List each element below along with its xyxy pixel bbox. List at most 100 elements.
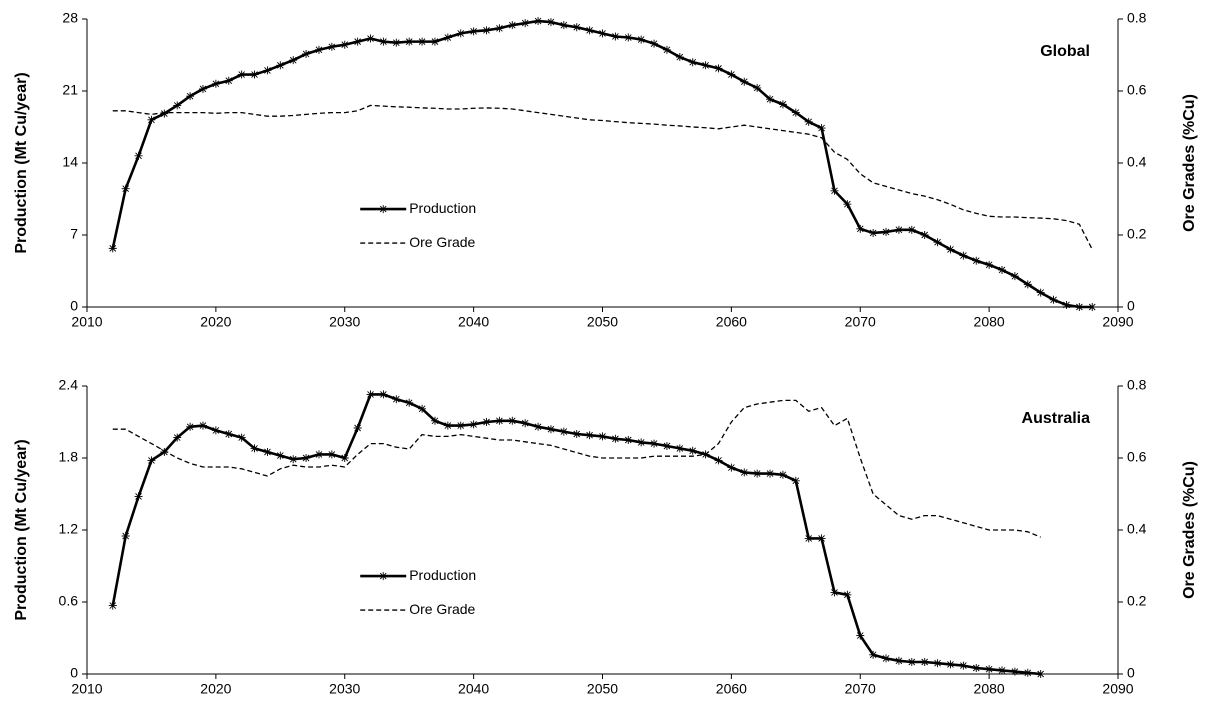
- point-marker: [495, 416, 504, 425]
- point-marker: [740, 468, 749, 477]
- point-marker: [250, 444, 259, 453]
- point-marker: [160, 109, 169, 118]
- x-tick-label: 2090: [1102, 681, 1133, 697]
- y2-tick-label: 0.2: [1127, 593, 1147, 609]
- y2-tick-label: 0: [1127, 298, 1135, 314]
- point-marker: [1036, 670, 1045, 678]
- point-marker: [211, 426, 220, 435]
- legend-label: Production: [409, 567, 476, 583]
- point-marker: [998, 265, 1007, 274]
- point-marker: [237, 70, 246, 79]
- point-marker: [134, 492, 143, 501]
- point-marker: [882, 654, 891, 663]
- point-marker: [572, 23, 581, 32]
- point-marker: [559, 427, 568, 436]
- point-marker: [611, 32, 620, 41]
- point-marker: [160, 448, 169, 456]
- point-marker: [198, 84, 207, 93]
- point-marker: [340, 454, 349, 462]
- y-tick-label: 21: [62, 82, 78, 98]
- point-marker: [173, 433, 182, 442]
- point-marker: [121, 184, 130, 193]
- point-marker: [791, 108, 800, 117]
- point-marker: [469, 420, 478, 429]
- point-marker: [688, 446, 697, 455]
- point-marker: [482, 26, 491, 35]
- point-marker: [147, 456, 156, 465]
- x-tick-label: 2020: [200, 314, 231, 330]
- point-marker: [289, 56, 298, 65]
- y-tick-label: 2.4: [59, 377, 79, 393]
- point-marker: [985, 665, 994, 674]
- series-line: [112, 399, 1041, 538]
- point-marker: [469, 27, 478, 36]
- point-marker: [121, 532, 130, 540]
- point-marker: [791, 476, 800, 485]
- point-marker: [418, 404, 427, 413]
- x-tick-label: 2010: [71, 681, 102, 697]
- point-marker: [546, 18, 555, 27]
- y-tick-label: 28: [62, 10, 78, 26]
- point-marker: [1062, 300, 1071, 309]
- y2-tick-label: 0.4: [1127, 521, 1147, 537]
- legend-label: Ore Grade: [409, 601, 475, 617]
- point-marker: [521, 19, 530, 28]
- y2-tick-label: 0: [1127, 665, 1135, 681]
- point-marker: [830, 186, 839, 195]
- point-marker: [611, 434, 620, 443]
- point-marker: [546, 425, 555, 434]
- point-marker: [959, 661, 968, 670]
- point-marker: [1010, 272, 1019, 281]
- point-marker: [753, 83, 762, 92]
- point-marker: [972, 664, 981, 672]
- point-marker: [572, 430, 581, 438]
- point-marker: [598, 29, 607, 38]
- point-marker: [1088, 303, 1097, 311]
- point-marker: [456, 421, 465, 430]
- point-marker: [482, 418, 491, 426]
- point-marker: [637, 438, 646, 447]
- legend-marker: [379, 205, 388, 214]
- point-marker: [366, 390, 375, 399]
- point-marker: [740, 77, 749, 86]
- point-marker: [224, 430, 233, 438]
- point-marker: [933, 238, 942, 247]
- point-marker: [675, 444, 684, 453]
- point-marker: [314, 450, 323, 459]
- point-marker: [276, 61, 285, 70]
- x-tick-label: 2050: [587, 314, 618, 330]
- y-axis-title: Production (Mt Cu/year): [13, 439, 30, 620]
- point-marker: [147, 115, 156, 124]
- point-marker: [224, 76, 233, 85]
- point-marker: [804, 534, 813, 543]
- point-marker: [276, 451, 285, 460]
- point-marker: [778, 100, 787, 109]
- point-marker: [662, 45, 671, 54]
- point-marker: [302, 454, 311, 462]
- point-marker: [430, 37, 439, 46]
- point-marker: [894, 656, 903, 665]
- y2-axis-title: Ore Grades (%Cu): [1181, 461, 1198, 599]
- point-marker: [675, 53, 684, 62]
- x-tick-label: 2040: [458, 314, 489, 330]
- point-marker: [134, 151, 143, 160]
- point-marker: [211, 79, 220, 88]
- point-marker: [637, 35, 646, 44]
- x-tick-label: 2080: [974, 681, 1005, 697]
- point-marker: [392, 395, 401, 404]
- legend-label: Ore Grade: [409, 234, 475, 250]
- point-marker: [662, 442, 671, 450]
- point-marker: [650, 439, 659, 448]
- point-marker: [327, 450, 336, 459]
- x-tick-label: 2060: [716, 314, 747, 330]
- point-marker: [379, 37, 388, 46]
- x-tick-label: 2070: [845, 314, 876, 330]
- point-marker: [405, 37, 414, 46]
- y-tick-label: 1.8: [59, 449, 79, 465]
- point-marker: [302, 49, 311, 58]
- panel: 2010 2020 2030 2040 2050 2060 2070 2080 20900714…: [13, 10, 1198, 330]
- point-marker: [843, 590, 852, 599]
- x-tick-label: 2040: [458, 681, 489, 697]
- point-marker: [108, 601, 117, 610]
